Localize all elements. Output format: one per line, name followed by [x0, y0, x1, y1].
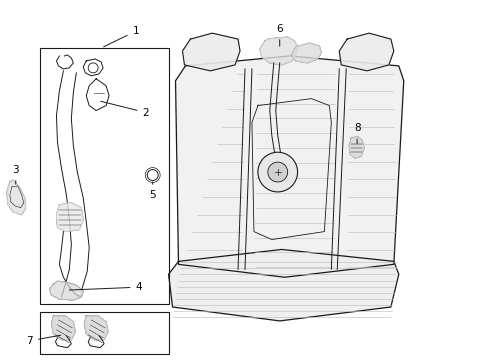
Circle shape: [267, 162, 287, 182]
Circle shape: [88, 63, 98, 73]
Text: 6: 6: [276, 24, 283, 46]
Polygon shape: [259, 37, 297, 65]
Polygon shape: [56, 203, 83, 231]
Polygon shape: [51, 316, 75, 340]
Text: 4: 4: [69, 282, 142, 292]
Circle shape: [147, 170, 158, 180]
Text: 8: 8: [353, 123, 360, 144]
Text: 2: 2: [101, 101, 149, 117]
Polygon shape: [348, 136, 364, 158]
Text: 1: 1: [103, 26, 139, 47]
Polygon shape: [168, 249, 398, 321]
Polygon shape: [175, 56, 403, 277]
Polygon shape: [84, 316, 108, 340]
Polygon shape: [182, 33, 240, 71]
Text: 3: 3: [12, 165, 19, 184]
Polygon shape: [7, 180, 26, 215]
Polygon shape: [339, 33, 393, 71]
Text: 5: 5: [149, 182, 156, 200]
Bar: [40, 312, 168, 354]
Polygon shape: [49, 281, 83, 300]
Text: 7: 7: [26, 335, 61, 346]
Bar: [40, 48, 168, 304]
Circle shape: [257, 152, 297, 192]
Polygon shape: [291, 43, 321, 63]
